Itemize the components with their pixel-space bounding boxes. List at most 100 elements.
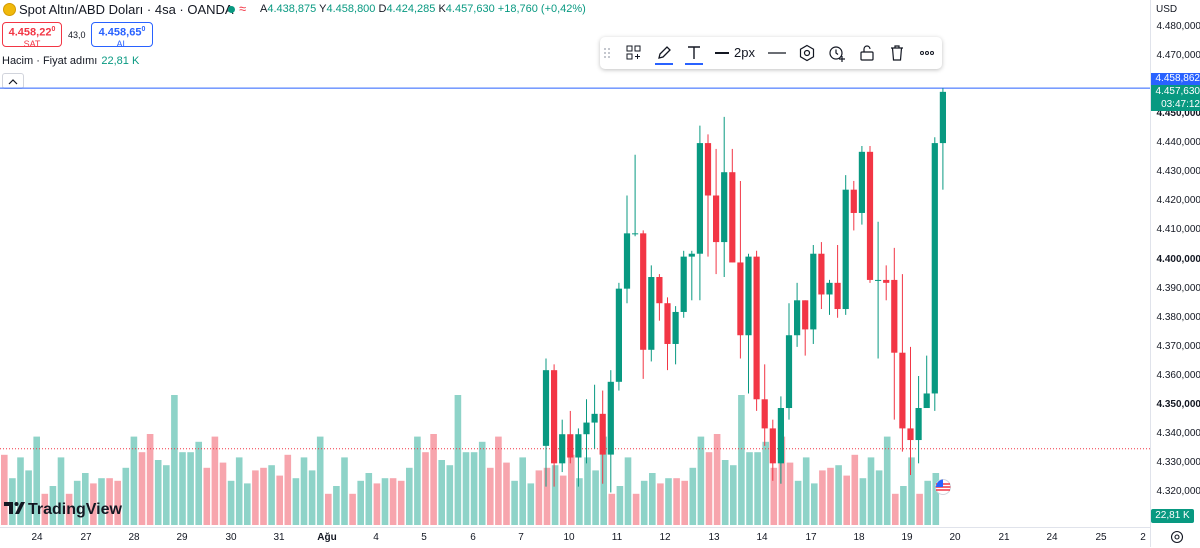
buy-button[interactable]: 4.458,650 AL [91, 22, 153, 49]
us-flag-event-icon[interactable] [932, 479, 954, 495]
line-color-button[interactable] [654, 43, 674, 65]
sell-button[interactable]: 4.458,220 SAT [2, 22, 62, 49]
candle-body [632, 233, 639, 235]
candle-body [883, 279, 890, 283]
candle-body [599, 413, 606, 455]
volume-bar [770, 467, 778, 525]
candle-body [850, 189, 857, 213]
text-tool-icon [688, 46, 700, 59]
volume-bar [292, 478, 300, 525]
ohlc-key-close: K [438, 3, 446, 15]
volume-bar [300, 457, 308, 525]
volume-bar [422, 452, 429, 525]
last-price-tag: 4.457,630 03:47:12 [1151, 85, 1200, 111]
candle-body [721, 172, 728, 243]
time-tick-label: 5 [421, 532, 427, 543]
volume-legend-label: Hacim · Fiyat adımı [2, 55, 98, 67]
currency-label[interactable]: USD [1156, 4, 1178, 15]
time-tick-label: 10 [563, 532, 575, 543]
volume-bar [406, 467, 413, 525]
candle-body [680, 256, 687, 312]
volume-bar [916, 493, 923, 525]
price-tick-label: 4.440,000 [1156, 137, 1200, 149]
trash-icon [891, 45, 903, 61]
time-axis[interactable]: 24 27 28 29 30 31 Ağu 4 5 6 7 10 11 12 13 14 17 18 19 20 21 2… [0, 527, 1150, 548]
candle-body [591, 413, 598, 423]
candle-body [607, 381, 614, 455]
volume-bar [640, 480, 648, 525]
delete-button[interactable] [887, 43, 907, 63]
volume-bar [357, 480, 364, 525]
line-style-button[interactable] [766, 43, 788, 63]
volume-bar [325, 493, 332, 525]
hexagon-settings-icon [799, 44, 815, 62]
time-tick-label: 7 [518, 532, 524, 543]
candle-body [794, 300, 801, 336]
drag-handle[interactable] [602, 43, 616, 63]
buy-price: 4.458,65 [98, 26, 142, 39]
time-tick-label: 24 [1046, 532, 1058, 543]
volume-bar [778, 436, 786, 525]
symbol-title[interactable]: Spot Altın/ABD Doları · 4sa · OANDA [19, 2, 234, 17]
ohlc-open: 4.438,875 [267, 3, 317, 15]
template-button[interactable] [624, 43, 644, 63]
sell-label: SAT [23, 38, 41, 49]
volume-bar [33, 436, 40, 525]
lock-button[interactable] [857, 43, 877, 63]
tradingview-logo[interactable]: TradingView [4, 500, 122, 520]
time-tick-label: Ağu [317, 532, 337, 543]
volume-bar [276, 475, 283, 525]
price-tick-label: 4.430,000 [1156, 166, 1200, 178]
candle-body [891, 279, 898, 353]
unlock-icon [860, 45, 874, 61]
chart-header: Spot Altın/ABD Doları · 4sa · OANDA ≈ A4… [0, 0, 1150, 20]
time-tick-label: 13 [708, 532, 720, 543]
candle-body [551, 370, 558, 464]
volume-bar [738, 395, 745, 525]
candle-body [753, 256, 760, 400]
price-tick-label: 4.370,000 [1156, 340, 1200, 352]
candle-body [907, 428, 914, 441]
more-dots-icon [920, 51, 934, 55]
line-width-icon [715, 52, 729, 54]
text-color-button[interactable] [684, 43, 704, 65]
candle-body [875, 279, 882, 281]
ohlc-key-high: Y [319, 3, 327, 15]
price-tick-label: 4.390,000 [1156, 282, 1200, 294]
settings-button[interactable] [797, 43, 817, 63]
candle-body [826, 282, 833, 295]
volume-bar [179, 452, 186, 525]
candle-body [785, 335, 793, 409]
volume-legend[interactable]: Hacim · Fiyat adımı 22,81 K [2, 55, 139, 67]
volume-bar [478, 441, 486, 525]
price-tick-label: 4.470,000 [1156, 49, 1200, 61]
volume-bar [875, 470, 883, 525]
candle-body [713, 195, 720, 243]
data-feed-icon: ≈ [239, 1, 247, 16]
tradingview-mark-icon [4, 502, 25, 514]
candle-body [672, 311, 679, 344]
volume-bar [114, 480, 121, 525]
volume-bar [527, 483, 535, 525]
volume-bar [341, 457, 348, 525]
volume-bar [41, 493, 49, 525]
time-tick-label: 17 [805, 532, 817, 543]
volume-bar [746, 452, 753, 525]
volume-bar [49, 486, 57, 525]
volume-bar [730, 465, 737, 525]
price-chart[interactable] [0, 0, 1150, 527]
volume-bar [219, 462, 227, 525]
time-tick-label: 28 [128, 532, 140, 543]
line-width-label: 2px [734, 45, 755, 60]
text-color-indicator [685, 63, 703, 65]
alert-button[interactable] [827, 43, 847, 63]
volume-bar [673, 478, 680, 525]
volume-bar [681, 480, 688, 525]
more-button[interactable] [917, 43, 937, 63]
ohlc-key-open: A [260, 3, 268, 15]
volume-bar [713, 434, 721, 525]
chart-settings-icon[interactable] [1170, 530, 1184, 544]
line-width-button[interactable]: 2px [714, 43, 758, 63]
high-price-tag: 4.458,862 [1151, 73, 1200, 85]
volume-bar [122, 467, 130, 525]
